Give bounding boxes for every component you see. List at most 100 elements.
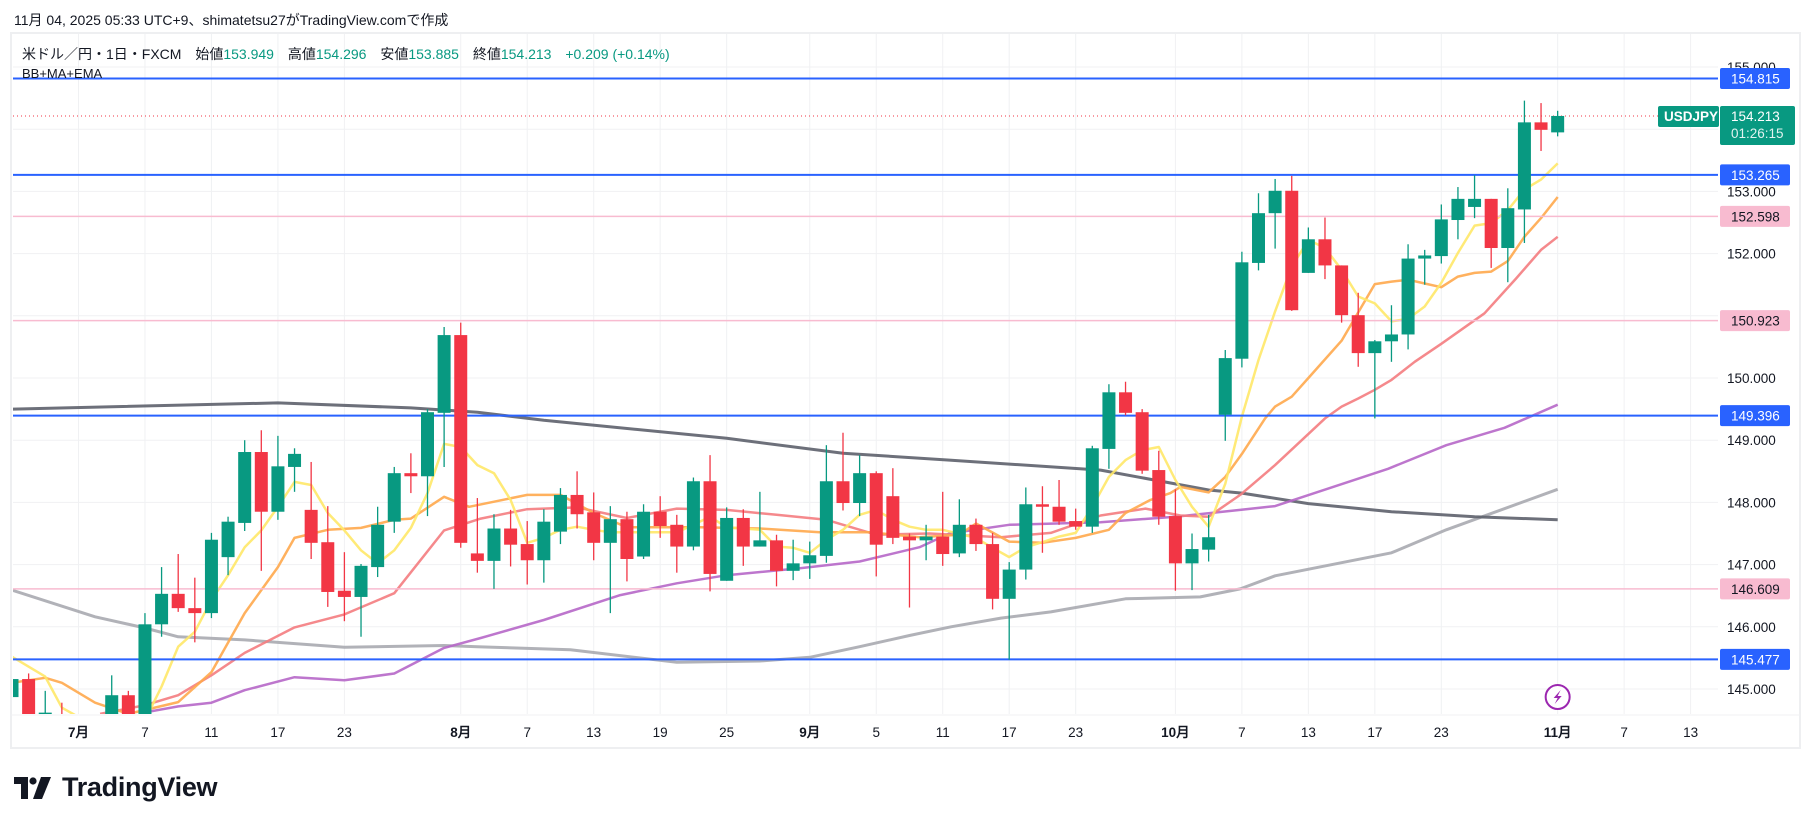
candle[interactable] [1119,381,1133,416]
candle[interactable] [537,509,551,583]
candle[interactable] [1517,100,1531,244]
candle[interactable] [1235,251,1249,368]
candle[interactable] [288,448,302,492]
price-level-tag[interactable]: 154.815 [1720,68,1790,90]
candle[interactable] [437,326,451,467]
indicator-legend[interactable]: BB+MA+EMA [22,66,103,81]
candle[interactable] [786,539,800,581]
candle[interactable] [1085,445,1099,533]
candle[interactable] [1002,562,1016,660]
candle[interactable] [1135,409,1149,474]
candle[interactable] [603,506,617,614]
price-level-tag[interactable]: 150.923 [1720,310,1790,332]
candle[interactable] [1351,292,1365,367]
candle[interactable] [404,453,418,494]
candle[interactable] [1152,450,1166,525]
candle[interactable] [1019,487,1033,580]
candle[interactable] [1285,175,1299,311]
candle[interactable] [238,440,252,532]
candle[interactable] [686,477,700,551]
candle[interactable] [421,409,434,517]
candle[interactable] [105,675,119,732]
candle[interactable] [1551,110,1565,137]
candle[interactable] [337,552,351,622]
candle[interactable] [736,509,750,566]
price-level-tag[interactable]: 146.609 [1720,578,1790,600]
candle[interactable] [886,468,900,545]
candle[interactable] [520,521,534,585]
candle[interactable] [753,491,767,547]
plot-area[interactable] [6,34,1719,795]
candle[interactable] [22,673,36,726]
candle[interactable] [454,322,468,548]
candle[interactable] [1451,187,1465,240]
candle[interactable] [853,455,867,517]
candle[interactable] [720,507,734,581]
candle[interactable] [587,492,601,561]
candle[interactable] [919,524,933,561]
candle[interactable] [1418,249,1432,285]
event-marker-lightning-icon[interactable] [1544,684,1571,710]
candle[interactable] [819,445,833,563]
candle[interactable] [304,461,318,560]
candle[interactable] [188,577,202,643]
candle[interactable] [487,514,501,589]
candle[interactable] [1534,103,1548,151]
candle[interactable] [1468,175,1482,219]
candle[interactable] [171,554,185,612]
candle[interactable] [1185,533,1199,591]
candle[interactable] [952,499,966,558]
candle[interactable] [1384,305,1398,362]
candle[interactable] [1252,193,1265,271]
candle[interactable] [221,516,235,576]
candle[interactable] [371,506,385,578]
candle[interactable] [55,702,68,739]
price-level-tag[interactable]: 149.396 [1720,405,1790,427]
candle[interactable] [902,533,916,608]
candle[interactable] [138,613,152,726]
candle[interactable] [1052,480,1066,525]
candle[interactable] [504,509,518,567]
candle[interactable] [1484,198,1498,268]
candle[interactable] [6,670,19,701]
candle[interactable] [1168,489,1182,591]
candle[interactable] [1434,204,1448,264]
price-level-tag[interactable]: 152.598 [1720,205,1790,227]
candle[interactable] [869,471,883,577]
candle[interactable] [1102,384,1116,469]
candle[interactable] [986,532,1000,610]
candle[interactable] [1335,265,1349,323]
tradingview-logo[interactable]: TradingView [14,772,218,803]
candle[interactable] [470,498,484,573]
candle[interactable] [121,690,135,733]
candle[interactable] [1301,227,1315,273]
candle[interactable] [637,504,651,560]
candle[interactable] [653,496,667,538]
candle[interactable] [1035,486,1049,553]
candle[interactable] [38,690,52,720]
candle[interactable] [1401,244,1415,350]
candle[interactable] [155,567,169,637]
candle[interactable] [271,435,285,520]
candle[interactable] [354,563,368,637]
candle[interactable] [1202,514,1216,562]
candle[interactable] [321,506,335,607]
candle[interactable] [1268,178,1282,249]
candle[interactable] [204,532,218,619]
candle[interactable] [836,432,850,511]
candle[interactable] [1318,217,1332,280]
candle[interactable] [1501,188,1515,283]
candle[interactable] [803,541,817,579]
price-level-tag[interactable]: 153.265 [1720,164,1790,186]
candle[interactable] [936,491,950,566]
candle[interactable] [770,534,784,587]
candle[interactable] [387,466,401,533]
candle[interactable] [1218,350,1232,441]
candle[interactable] [553,488,567,545]
candle[interactable] [1368,340,1382,419]
candle[interactable] [570,471,584,529]
candle[interactable] [620,511,634,582]
candle[interactable] [254,430,268,571]
price-level-tag[interactable]: 145.477 [1720,648,1790,670]
